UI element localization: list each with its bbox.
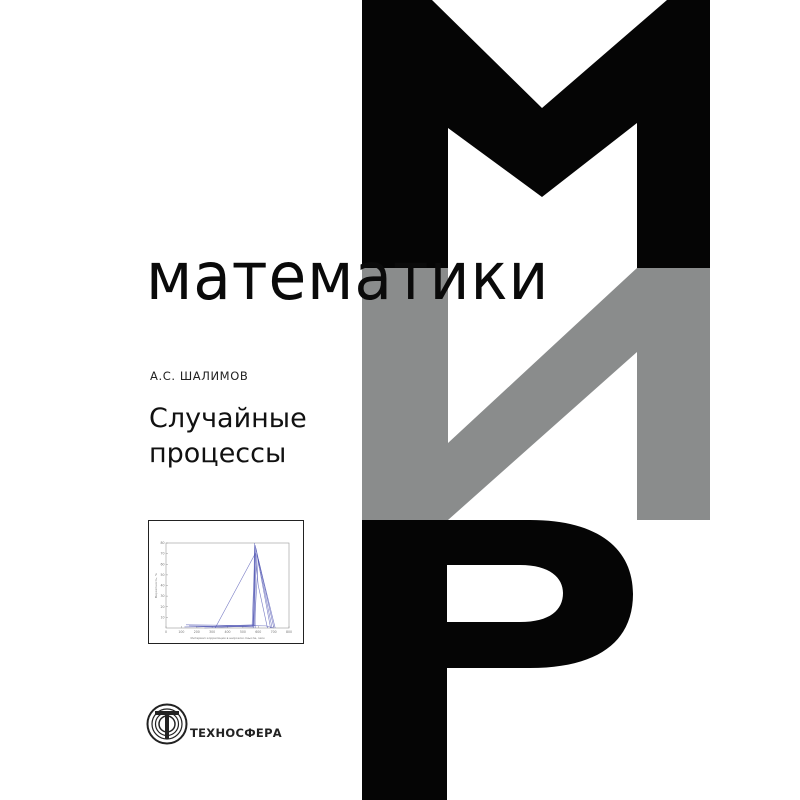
- cover-figure: 0 100 200 300 400 500 600 700 800 10 20 30 40 50 60 70 8…: [148, 520, 304, 644]
- x-tick-label: 0: [165, 630, 167, 634]
- y-tick-label: 60: [160, 562, 164, 566]
- letter-m: [362, 0, 710, 268]
- publisher-name: ТЕХНОСФЕРА: [190, 726, 282, 740]
- publisher-logo-icon: [146, 703, 188, 745]
- x-tick-label: 200: [194, 630, 200, 634]
- plot-area: [165, 542, 290, 629]
- series-line-2: [189, 548, 274, 628]
- series-line-1: [184, 545, 273, 629]
- series-title: математики: [146, 238, 550, 315]
- y-tick-label: 10: [160, 615, 164, 619]
- series-line-3: [196, 553, 271, 629]
- x-tick-label: 700: [271, 630, 277, 634]
- y-tick-label: 20: [160, 605, 164, 609]
- x-tick-label: 100: [178, 630, 184, 634]
- author-name: А.С. ШАЛИМОВ: [150, 369, 249, 383]
- x-tick-label: 600: [255, 630, 261, 634]
- series-line-7: [185, 624, 274, 629]
- y-tick-label: 50: [160, 573, 164, 577]
- letter-i: [362, 268, 710, 520]
- x-tick-label: 800: [286, 630, 292, 634]
- y-tick-label: 30: [160, 594, 164, 598]
- y-axis-label: Вероятность, %: [154, 573, 158, 598]
- cover-chart: 0 100 200 300 400 500 600 700 800 10 20 30 40 50 60 70 8…: [154, 541, 292, 640]
- book-title-line-1: Случайные: [149, 403, 307, 434]
- letter-r: [362, 520, 633, 800]
- series-line-6: [253, 542, 256, 629]
- book-title-line-2: процессы: [149, 438, 287, 469]
- y-tick-label: 40: [160, 584, 164, 588]
- y-tick-label: 80: [160, 541, 164, 545]
- x-tick-label: 500: [240, 630, 246, 634]
- x-tick-label: 400: [224, 630, 230, 634]
- book-title: Случайные процессы: [149, 401, 307, 471]
- series-line-5: [214, 552, 268, 629]
- x-axis-label: Интервал корреляции в широком смысле, мк…: [190, 636, 264, 640]
- series-line-4: [204, 558, 276, 629]
- x-tick-label: 300: [209, 630, 215, 634]
- y-tick-label: 70: [160, 552, 164, 556]
